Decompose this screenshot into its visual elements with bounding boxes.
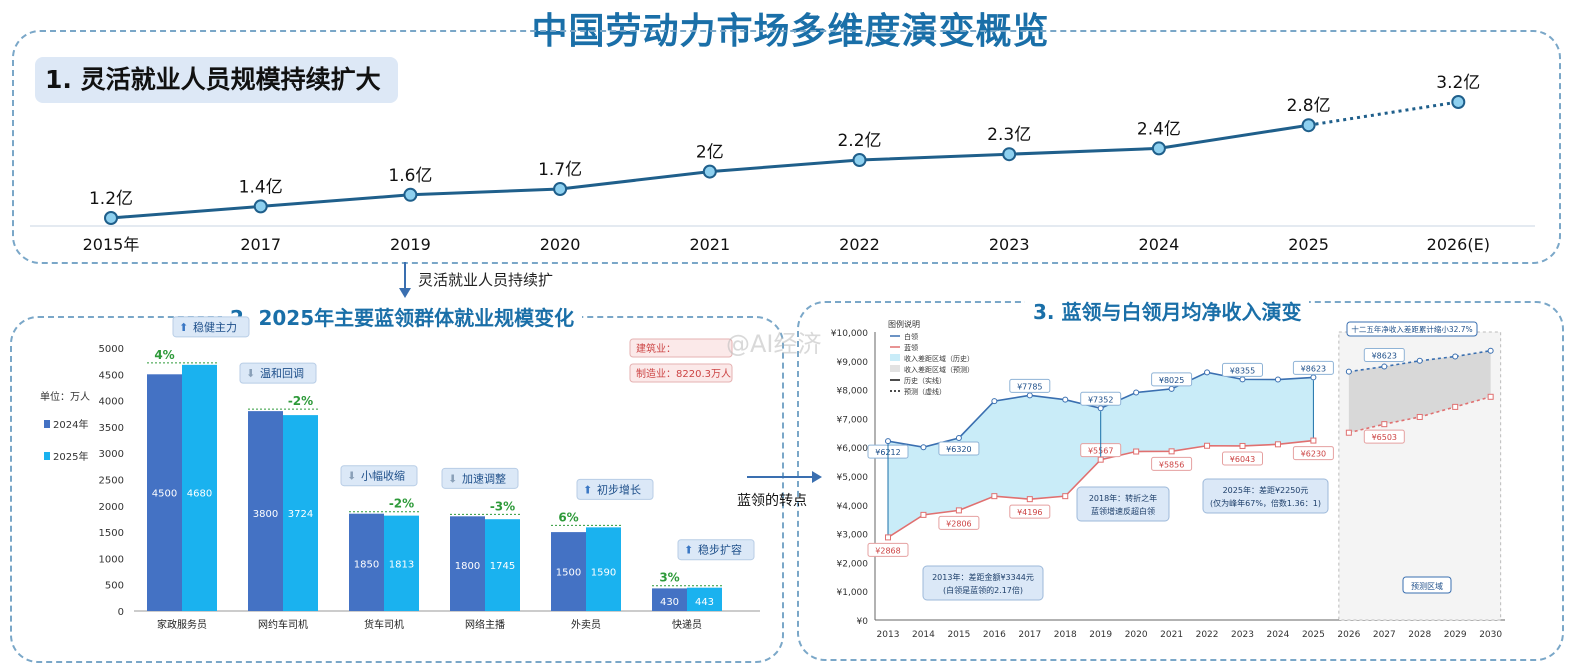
arrow-head (399, 288, 411, 298)
data-point (553, 182, 568, 196)
x-tick-label: 2023 (989, 235, 1030, 254)
data-point (104, 211, 118, 225)
data-point (1002, 147, 1017, 162)
data-point (702, 164, 717, 179)
series-line-forecast (1308, 100, 1459, 127)
point-label: 2亿 (696, 143, 724, 163)
panel-blue-collar-size (10, 316, 784, 663)
x-tick-label: 2021 (689, 235, 730, 254)
data-point (403, 187, 418, 202)
data-point (1301, 118, 1316, 133)
x-tick-label: 2025 (1288, 235, 1329, 254)
data-point (1451, 95, 1466, 109)
data-point (253, 199, 268, 214)
point-label: 1.2亿 (89, 189, 133, 209)
point-label: 2.4亿 (1137, 119, 1181, 139)
panel-income-evolution (797, 301, 1564, 661)
x-tick-label: 2020 (540, 235, 581, 254)
panel-flexible-employment (12, 30, 1561, 264)
x-tick-label: 2019 (390, 235, 431, 254)
x-tick-label: 2022 (839, 235, 880, 254)
point-label: 1.7亿 (538, 160, 582, 180)
point-label: 3.2亿 (1436, 73, 1480, 93)
point-label: 1.6亿 (388, 166, 432, 186)
data-point (852, 153, 867, 167)
x-tick-label: 2024 (1139, 235, 1180, 254)
section1-note: 灵活就业人员持续扩 (418, 271, 553, 289)
section3-title: 3. 蓝领与白领月均净收入演变 (1025, 296, 1310, 325)
point-label: 2.3亿 (987, 125, 1031, 145)
x-tick-label: 2026(E) (1427, 235, 1490, 254)
point-label: 1.4亿 (239, 177, 283, 197)
section2-title: 2. 2025年主要蓝领群体就业规模变化 (222, 302, 583, 331)
section1-title: 1. 灵活就业人员规模持续扩大 (35, 57, 398, 103)
point-label: 2.2亿 (837, 131, 881, 151)
x-tick-label: 2017 (240, 235, 281, 254)
point-label: 2.8亿 (1287, 96, 1331, 116)
data-point (1151, 141, 1166, 156)
x-tick-label: 2015年 (83, 235, 140, 254)
